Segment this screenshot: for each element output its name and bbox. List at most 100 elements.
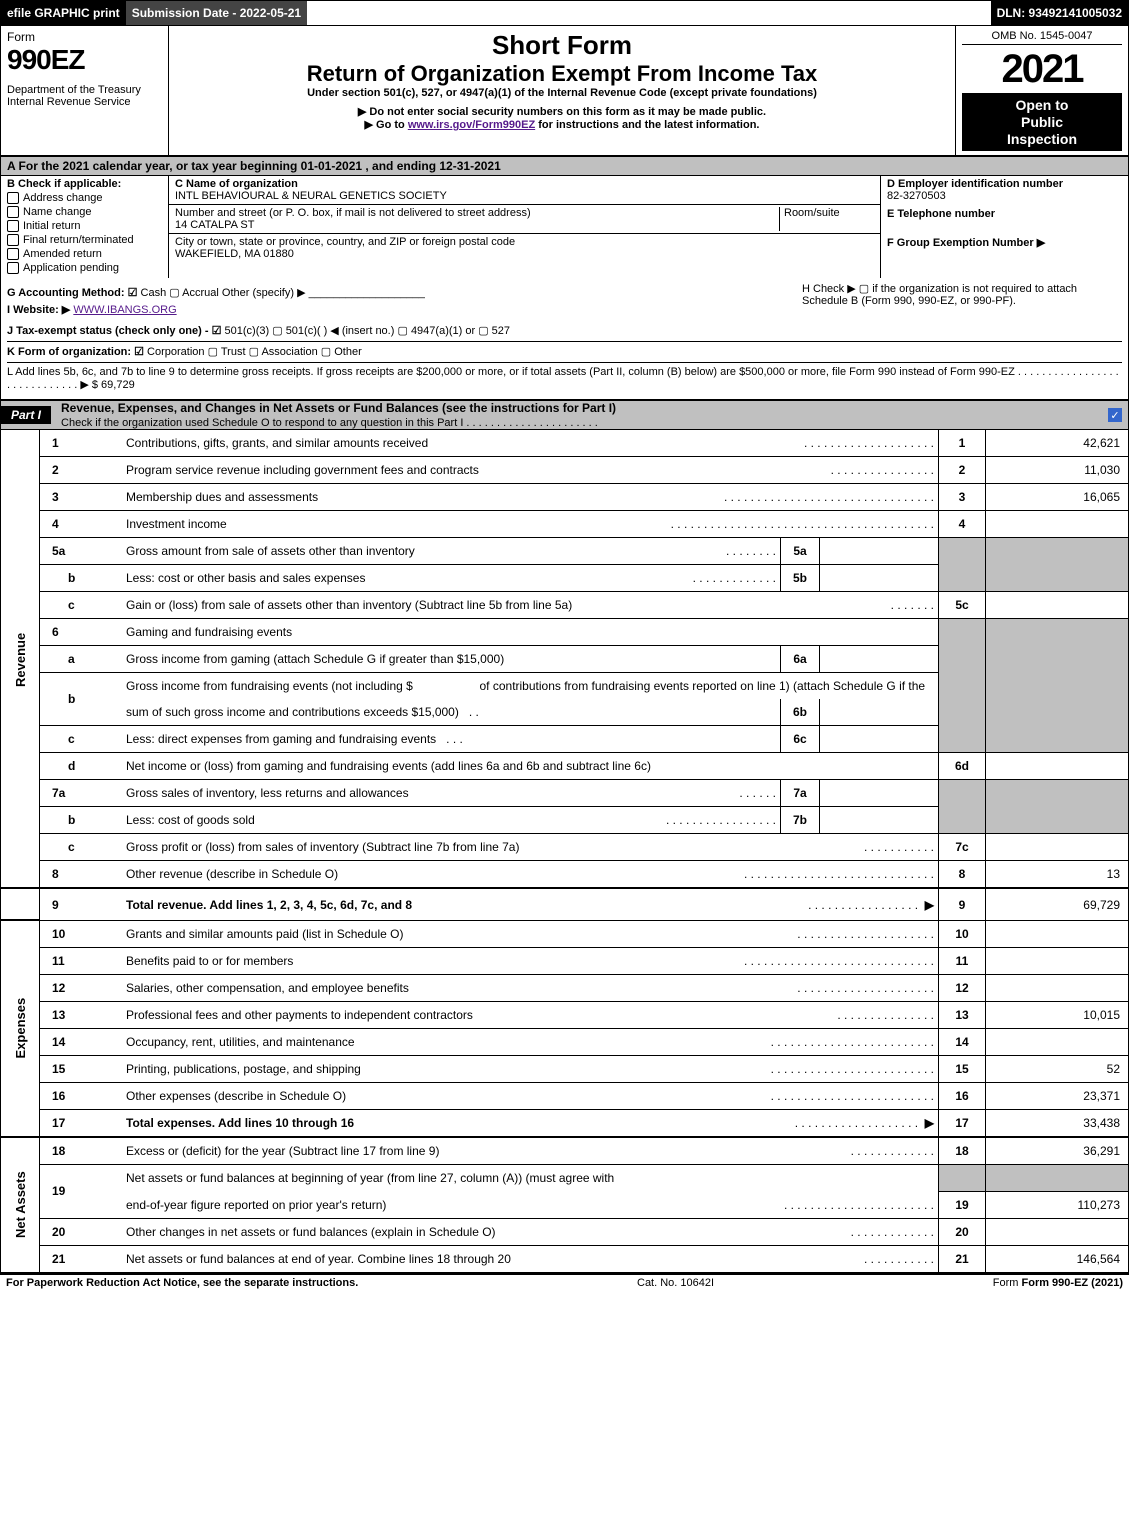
part1-check-text: Check if the organization used Schedule … (61, 417, 598, 429)
l5c-num: c (40, 592, 123, 619)
l4-rnum: 4 (939, 511, 986, 538)
501c3-label: 501(c)(3) (225, 325, 270, 337)
netassets-vlabel: Net Assets (1, 1137, 40, 1273)
initial-return-label: Initial return (23, 220, 80, 232)
website-link[interactable]: WWW.IBANGS.ORG (73, 304, 176, 316)
open-l2: Public (966, 114, 1118, 131)
header-left: Form 990EZ Department of the Treasury In… (1, 26, 169, 155)
treasury-dept: Department of the Treasury (7, 84, 162, 96)
l6d-val (986, 753, 1129, 780)
527-label: 527 (492, 325, 510, 337)
l8-num: 8 (40, 861, 123, 889)
l6d-num: d (40, 753, 123, 780)
l6b-desc1: Gross income from fundraising events (no… (122, 673, 939, 700)
trust-checkbox[interactable]: ▢ (208, 346, 218, 358)
initial-return-checkbox[interactable] (7, 220, 19, 232)
association-checkbox[interactable]: ▢ (249, 346, 259, 358)
l3-rnum: 3 (939, 484, 986, 511)
footer-formref-text: Form 990-EZ (2021) (1022, 1277, 1123, 1289)
l7-shaded (939, 780, 986, 834)
l12-desc: Salaries, other compensation, and employ… (126, 981, 797, 995)
l6-desc: Gaming and fundraising events (122, 619, 939, 646)
g-accounting: G Accounting Method: ☑ Cash ▢ Accrual Ot… (7, 286, 802, 299)
part1-title-text: Revenue, Expenses, and Changes in Net As… (61, 401, 616, 415)
l8-desc: Other revenue (describe in Schedule O) (126, 867, 744, 881)
l4-num: 4 (40, 511, 123, 538)
501c3-checkbox[interactable]: ☑ (212, 325, 222, 337)
accrual-checkbox[interactable]: ▢ (169, 287, 179, 299)
l19-rnum: 19 (939, 1191, 986, 1218)
l12-rnum: 12 (939, 974, 986, 1001)
open-l3: Inspection (966, 131, 1118, 148)
final-return-checkbox[interactable] (7, 234, 19, 246)
col-d-ein: D Employer identification number 82-3270… (881, 176, 1128, 278)
501c-checkbox[interactable]: ▢ (272, 325, 282, 337)
l18-val: 36,291 (986, 1137, 1129, 1165)
ein-label: D Employer identification number (887, 178, 1063, 190)
4947-checkbox[interactable]: ▢ (397, 325, 407, 337)
b-heading: B Check if applicable: (7, 178, 162, 190)
c-name-label: C Name of organization (175, 178, 298, 190)
part1-tab: Part I (1, 406, 51, 424)
j-label: J Tax-exempt status (check only one) - (7, 325, 209, 337)
l19-desc2: end-of-year figure reported on prior yea… (126, 1198, 784, 1212)
l7b-desc: Less: cost of goods sold (126, 813, 639, 827)
address-change-label: Address change (23, 192, 103, 204)
c-street-label: Number and street (or P. O. box, if mail… (175, 207, 531, 219)
name-change-checkbox[interactable] (7, 206, 19, 218)
l1-val: 42,621 (986, 430, 1129, 457)
room-suite-label: Room/suite (784, 207, 840, 219)
h-schedule-b: H Check ▶ ▢ if the organization is not r… (802, 282, 1122, 320)
l2-val: 11,030 (986, 457, 1129, 484)
l16-val: 23,371 (986, 1082, 1129, 1109)
other-method-label: Other (specify) ▶ (222, 287, 306, 299)
l7b-mv (820, 807, 939, 834)
application-pending-checkbox[interactable] (7, 262, 19, 274)
l21-val: 146,564 (986, 1245, 1129, 1273)
l6d-rnum: 6d (939, 753, 986, 780)
l14-val (986, 1028, 1129, 1055)
goto-prefix: ▶ Go to (365, 119, 408, 131)
open-inspection-box: Open to Public Inspection (962, 93, 1122, 151)
l17-desc: Total expenses. Add lines 10 through 16 (126, 1116, 354, 1130)
part1-header: Part I Revenue, Expenses, and Changes in… (0, 400, 1129, 430)
address-change-checkbox[interactable] (7, 192, 19, 204)
irs-link[interactable]: www.irs.gov/Form990EZ (408, 119, 535, 131)
org-name: INTL BEHAVIOURAL & NEURAL GENETICS SOCIE… (175, 190, 447, 202)
l9-rnum: 9 (939, 888, 986, 920)
l21-rnum: 21 (939, 1245, 986, 1273)
l11-num: 11 (40, 947, 123, 974)
l19-shaded (939, 1164, 986, 1191)
l6b-desc3: sum of such gross income and contributio… (126, 705, 459, 719)
l6d-desc: Net income or (loss) from gaming and fun… (122, 753, 939, 780)
mid-section: G Accounting Method: ☑ Cash ▢ Accrual Ot… (0, 278, 1129, 400)
l17-val: 33,438 (986, 1109, 1129, 1137)
l10-val (986, 920, 1129, 947)
l8-val: 13 (986, 861, 1129, 889)
l1-num: 1 (40, 430, 123, 457)
group-exemption-label: F Group Exemption Number ▶ (887, 237, 1045, 249)
g-label: G Accounting Method: (7, 287, 125, 299)
goto-suffix: for instructions and the latest informat… (535, 119, 759, 131)
l16-desc: Other expenses (describe in Schedule O) (126, 1089, 751, 1103)
cash-checkbox[interactable]: ☑ (128, 287, 138, 299)
part1-title: Revenue, Expenses, and Changes in Net As… (51, 401, 1108, 429)
other-org-checkbox[interactable]: ▢ (321, 346, 331, 358)
corporation-checkbox[interactable]: ☑ (134, 346, 144, 358)
final-return-label: Final return/terminated (23, 234, 134, 246)
form-number: 990EZ (7, 44, 162, 76)
l13-desc: Professional fees and other payments to … (126, 1008, 837, 1022)
l16-rnum: 16 (939, 1082, 986, 1109)
part1-table: Revenue 1 Contributions, gifts, grants, … (0, 430, 1129, 1274)
527-checkbox[interactable]: ▢ (478, 325, 488, 337)
footer-catno: Cat. No. 10642I (637, 1277, 714, 1289)
under-section: Under section 501(c), 527, or 4947(a)(1)… (175, 87, 949, 99)
l5-shaded-val (986, 538, 1129, 592)
amended-return-checkbox[interactable] (7, 248, 19, 260)
l5-shaded (939, 538, 986, 592)
l7c-num: c (40, 834, 123, 861)
schedule-o-checkbox[interactable]: ✓ (1108, 408, 1122, 422)
application-pending-label: Application pending (23, 262, 119, 274)
l6c-num: c (40, 726, 123, 753)
l9-num: 9 (40, 888, 123, 920)
